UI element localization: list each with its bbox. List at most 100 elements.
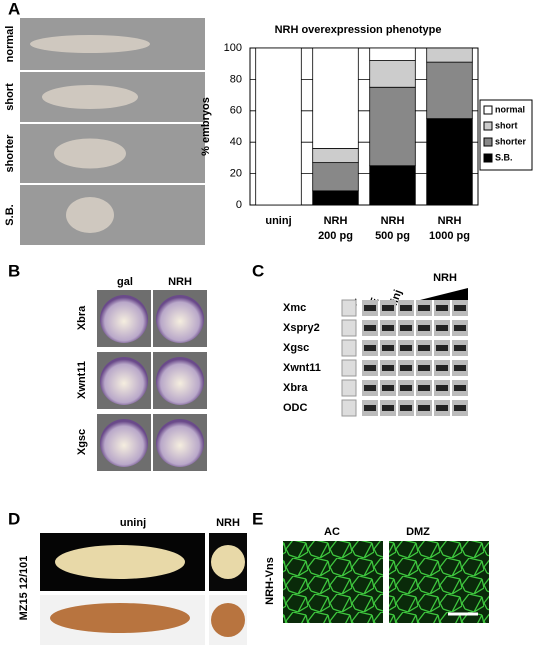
panel-letter: D — [8, 509, 20, 528]
gel-band — [400, 325, 412, 331]
gel-band — [454, 325, 466, 331]
gel-band — [418, 305, 430, 311]
group-label: NRH — [433, 272, 457, 284]
panel-letter: E — [252, 509, 263, 528]
y-tick-label: 100 — [224, 42, 242, 54]
row-label: Xgsc — [76, 429, 88, 455]
embryo — [211, 603, 245, 637]
column-label: gal — [117, 276, 133, 288]
bar-segment — [426, 118, 473, 206]
gene-label: Xspry2 — [283, 322, 320, 334]
gel-band — [436, 345, 448, 351]
gel-band — [454, 385, 466, 391]
gel-band — [364, 385, 376, 391]
embryo — [100, 295, 148, 343]
gel-lane — [341, 359, 357, 377]
gel-band — [364, 305, 376, 311]
column-label: NRH — [168, 276, 192, 288]
column-label: DMZ — [406, 526, 430, 538]
gel-band — [454, 405, 466, 411]
gel-band — [436, 405, 448, 411]
bar-segment — [369, 86, 416, 167]
bar-segment — [312, 148, 359, 164]
gel-band — [418, 385, 430, 391]
y-tick-label: 40 — [230, 136, 242, 148]
column-label: uninj — [120, 517, 146, 529]
bar-segment — [426, 47, 473, 63]
gel-band — [382, 325, 394, 331]
embryo — [156, 357, 204, 405]
gel-band — [418, 345, 430, 351]
bar-segment — [255, 47, 302, 206]
gel-band — [400, 405, 412, 411]
embryo — [54, 138, 126, 169]
y-tick-label: 60 — [230, 105, 242, 117]
embryo — [50, 603, 190, 633]
column-label: NRH — [216, 517, 240, 529]
y-tick-label: 0 — [236, 199, 242, 211]
embryo — [100, 357, 148, 405]
gel-band — [382, 345, 394, 351]
gel-band — [400, 305, 412, 311]
legend-label: shorter — [495, 136, 527, 146]
row-label: short — [4, 83, 16, 111]
embryo — [211, 545, 245, 579]
gel-band — [382, 365, 394, 371]
gel-band — [400, 345, 412, 351]
gel-lane — [341, 319, 357, 337]
gel-band — [364, 345, 376, 351]
gel-band — [400, 385, 412, 391]
legend-label: normal — [495, 104, 525, 114]
gel-lane — [341, 379, 357, 397]
panel-letter: B — [8, 261, 20, 280]
gel-band — [382, 305, 394, 311]
gene-label: Xmc — [283, 302, 306, 314]
legend-label: S.B. — [495, 152, 513, 162]
gene-label: Xwnt11 — [283, 362, 321, 374]
embryo — [66, 197, 114, 233]
bar-segment — [369, 47, 416, 61]
gel-band — [364, 365, 376, 371]
legend-swatch — [483, 137, 493, 147]
panel-letter: C — [252, 261, 264, 280]
x-tick-label: NRH 200 pg — [318, 215, 353, 242]
legend-swatch — [483, 153, 493, 163]
legend-swatch — [483, 121, 493, 131]
embryo — [30, 35, 150, 53]
gel-band — [382, 405, 394, 411]
x-tick-label: uninj — [265, 215, 291, 227]
bar-segment — [426, 61, 473, 120]
gel-band — [436, 385, 448, 391]
gel-band — [436, 325, 448, 331]
embryo — [55, 545, 185, 579]
legend-swatch — [483, 105, 493, 115]
side-label: MZ15 12/101 — [18, 556, 30, 621]
y-tick-label: 80 — [230, 73, 242, 85]
row-label: normal — [4, 26, 16, 63]
gene-label: Xbra — [283, 382, 308, 394]
bar-segment — [312, 47, 359, 149]
gel-band — [382, 385, 394, 391]
gel-band — [400, 365, 412, 371]
x-tick-label: NRH 1000 pg — [429, 215, 470, 242]
y-axis-label: % embryos — [200, 97, 212, 156]
gel-lane — [341, 339, 357, 357]
gel-band — [364, 325, 376, 331]
bar-segment — [312, 190, 359, 206]
gel-band — [454, 305, 466, 311]
row-label: shorter — [4, 134, 16, 173]
embryo — [156, 295, 204, 343]
y-tick-label: 20 — [230, 168, 242, 180]
gel-band — [454, 365, 466, 371]
gel-band — [418, 325, 430, 331]
embryo — [42, 85, 138, 109]
side-label: NRH-Vns — [264, 557, 276, 605]
gene-label: ODC — [283, 402, 308, 414]
legend-label: short — [495, 120, 518, 130]
gel-band — [454, 345, 466, 351]
gel-band — [436, 365, 448, 371]
gel-lane — [341, 399, 357, 417]
embryo — [156, 419, 204, 467]
embryo — [100, 419, 148, 467]
